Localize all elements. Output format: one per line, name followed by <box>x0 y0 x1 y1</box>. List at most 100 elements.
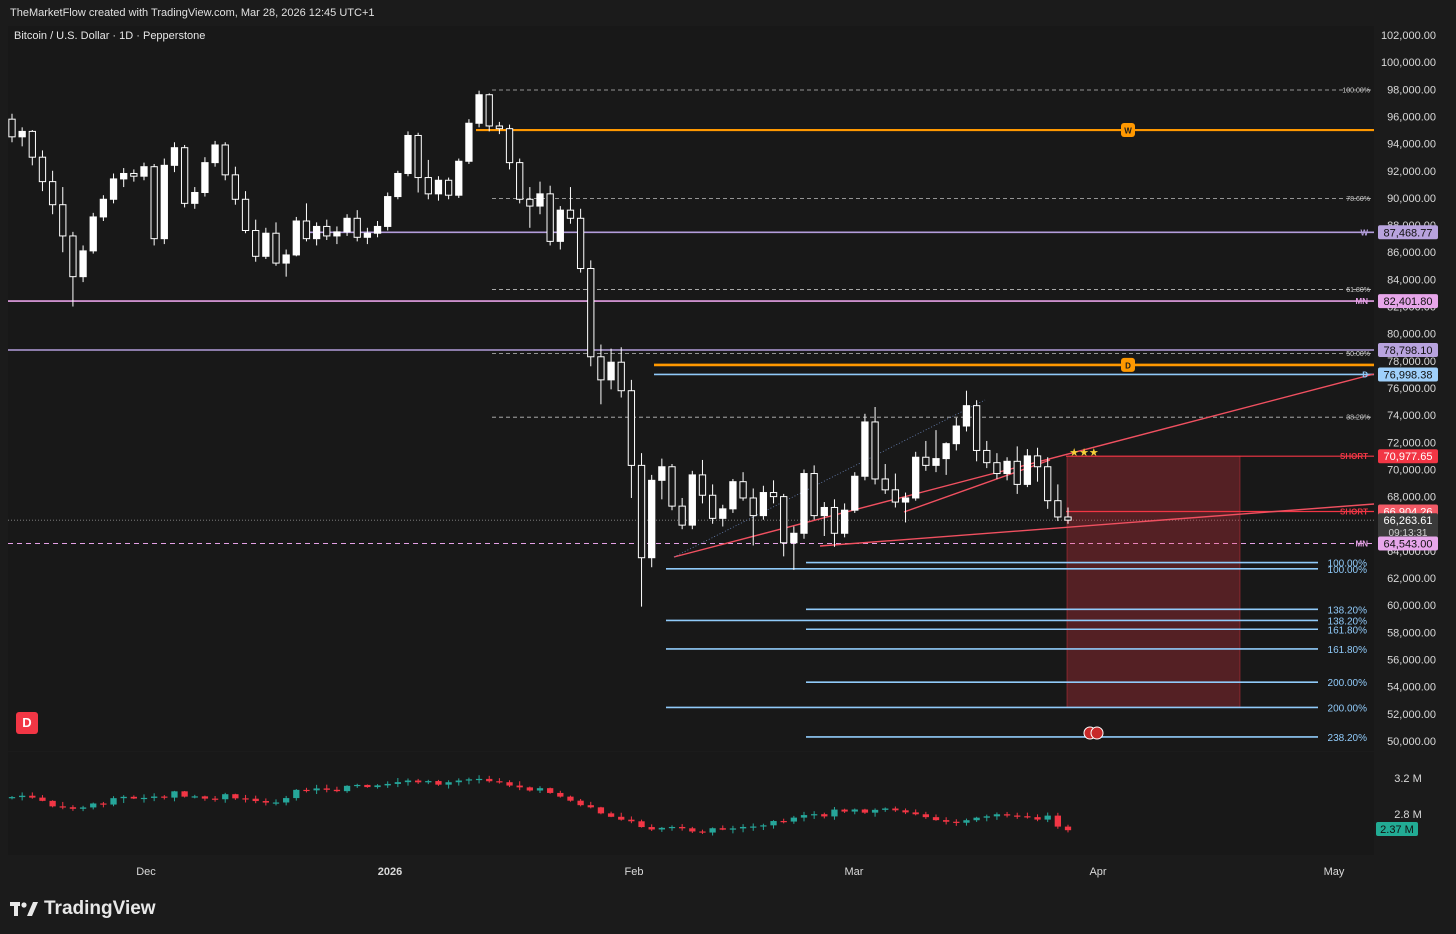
candle-body <box>840 509 849 534</box>
volume-candle <box>100 801 107 808</box>
volume-body <box>222 794 229 800</box>
price-candle <box>952 417 960 451</box>
volume-body <box>871 809 879 813</box>
price-candle <box>759 485 768 520</box>
price-candle <box>343 214 351 236</box>
price-candle <box>678 497 686 530</box>
volume-body <box>729 828 737 830</box>
volume-candle <box>983 814 990 822</box>
volume-body <box>354 784 361 787</box>
price-candle <box>1044 457 1052 509</box>
candle-body <box>394 172 402 198</box>
fib-extension-label: 100.00% <box>1328 565 1368 576</box>
price-candle <box>18 127 26 147</box>
weekly-purple-tag: W <box>1360 228 1368 237</box>
volume-body <box>851 809 858 812</box>
price-tick-label: 50,000.00 <box>1387 736 1436 748</box>
candle-body <box>800 473 808 534</box>
price-tick-label: 80,000.00 <box>1387 329 1436 341</box>
volume-candle <box>821 812 828 819</box>
price-candle <box>485 93 493 132</box>
volume-body <box>1054 815 1061 827</box>
candle-body <box>698 474 707 496</box>
volume-body <box>151 796 158 798</box>
volume-body <box>577 800 584 806</box>
volume-body <box>415 780 422 783</box>
volume-body <box>943 820 950 822</box>
price-tick-label: 72,000.00 <box>1387 437 1436 449</box>
price-candle <box>536 181 544 215</box>
price-candle <box>434 176 443 201</box>
price-candle <box>1064 507 1072 524</box>
last-price-value: 66,263.61 <box>1384 515 1433 527</box>
price-candle <box>942 442 950 475</box>
volume-body <box>770 821 777 826</box>
volume-body <box>8 797 16 799</box>
price-tick-label: 62,000.00 <box>1387 573 1436 585</box>
price-candle <box>556 206 564 250</box>
volume-body <box>435 781 442 785</box>
price-candle <box>790 526 798 570</box>
candle-body <box>312 225 321 240</box>
price-candle <box>150 163 158 246</box>
volume-candle <box>354 783 361 788</box>
candle-body <box>130 172 138 177</box>
economic-event-icon <box>1090 726 1104 740</box>
price-candle <box>1033 447 1042 482</box>
price-candle <box>1013 446 1021 494</box>
volume-candle <box>709 827 716 836</box>
volume-candle <box>1054 812 1061 829</box>
volume-body <box>932 817 940 821</box>
price-candle <box>120 168 128 188</box>
price-candle <box>891 473 900 508</box>
volume-candle <box>861 808 869 814</box>
volume-candle <box>739 824 747 833</box>
monthly-2-price-bg <box>1378 536 1438 551</box>
volume-candle <box>547 787 554 794</box>
candle-body <box>942 443 950 460</box>
short-1-price: 70,977.65 <box>1384 451 1433 463</box>
volume-candle <box>668 825 676 831</box>
short-1-tag: SHORT <box>1340 452 1368 461</box>
trendline-lower <box>819 503 1375 547</box>
time-tick-label: Feb <box>625 866 644 878</box>
volume-body <box>719 828 726 830</box>
volume-body <box>963 820 970 823</box>
volume-candle <box>679 824 686 831</box>
volume-body <box>547 788 554 793</box>
price-candle <box>262 227 270 260</box>
price-candle <box>211 140 219 167</box>
price-candle <box>546 185 554 246</box>
candle-body <box>241 198 250 232</box>
price-candle <box>28 130 36 166</box>
price-candle <box>769 480 778 504</box>
volume-body <box>638 821 645 828</box>
volume-body <box>19 795 26 798</box>
volume-body <box>394 782 401 784</box>
volume-body <box>536 788 544 791</box>
volume-candle <box>912 809 919 816</box>
candle-body <box>708 494 717 519</box>
volume-candle <box>790 815 797 824</box>
volume-candle <box>1034 814 1041 822</box>
volume-body <box>191 796 198 798</box>
monthly-2-price: 64,543.00 <box>1384 539 1433 551</box>
volume-body <box>922 814 929 818</box>
price-tick-label: 68,000.00 <box>1387 492 1436 504</box>
drawing-badge[interactable]: D <box>16 712 38 734</box>
tradingview-brand: TradingView <box>44 898 156 919</box>
candle-body <box>719 508 727 519</box>
volume-body <box>618 816 625 820</box>
tradingview-logo[interactable]: TradingView <box>10 898 156 920</box>
price-candle <box>851 472 859 513</box>
volume-candle <box>760 823 767 831</box>
candle-body <box>48 181 57 206</box>
price-candle <box>444 177 453 200</box>
price-candle <box>617 347 625 398</box>
volume-candle <box>587 801 594 809</box>
chart-canvas[interactable]: 102,000.00 100,000.00 98,000.00 96,000.00 94… <box>0 0 1456 884</box>
volume-candle <box>943 817 950 825</box>
price-candle <box>8 113 16 143</box>
candle-body <box>587 268 595 358</box>
volume-body <box>130 796 137 799</box>
